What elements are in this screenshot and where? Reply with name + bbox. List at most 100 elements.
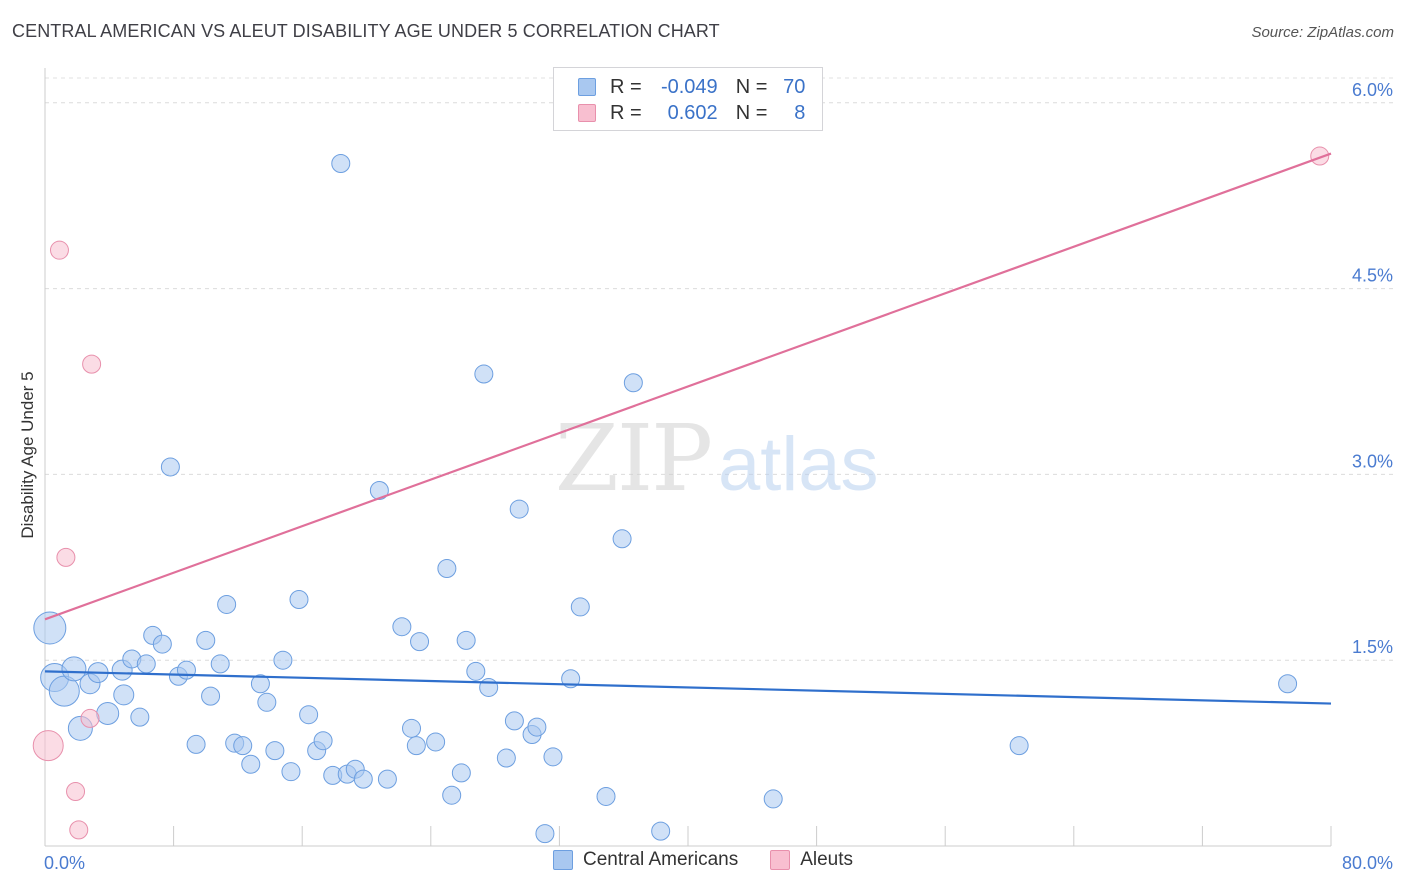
data-point [69, 820, 89, 840]
data-point [32, 730, 64, 762]
data-point [763, 789, 783, 809]
data-point [66, 781, 86, 801]
x-tick-label: 80.0% [1342, 853, 1393, 873]
data-point [56, 547, 76, 567]
data-point [313, 731, 333, 751]
data-point [80, 708, 100, 728]
source-label: Source: ZipAtlas.com [1251, 24, 1394, 41]
legend-row-central-americans: R = -0.049 N = 70 [578, 75, 805, 99]
data-point [377, 769, 397, 789]
watermark-zip: ZIP [555, 405, 711, 512]
legend-r-label: R = [610, 75, 642, 98]
data-point [82, 354, 102, 374]
trend-line [44, 152, 1332, 621]
data-point [265, 741, 285, 761]
data-point [1310, 146, 1330, 166]
data-point [474, 364, 494, 384]
data-point [410, 632, 430, 652]
trend-line [44, 670, 1332, 705]
data-point [353, 769, 373, 789]
x-tick-labels: 0.0% 80.0% [44, 853, 1393, 873]
legend-item-central-americans: Central Americans [552, 849, 739, 871]
data-points [32, 146, 1330, 844]
data-point [201, 686, 221, 706]
x-tick-label: 0.0% [44, 853, 85, 873]
gridlines [45, 77, 1394, 661]
data-point [152, 634, 172, 654]
legend-r-label: R = [610, 101, 642, 124]
data-point [527, 717, 547, 737]
legend-swatch-blue [578, 78, 596, 96]
data-point [504, 711, 524, 731]
data-point [1278, 674, 1298, 694]
data-point [136, 654, 156, 674]
data-point [612, 529, 632, 549]
legend-n-label: N = [735, 101, 768, 124]
data-point [210, 654, 230, 674]
data-point [651, 821, 671, 841]
data-point [160, 457, 180, 477]
data-point [451, 763, 471, 783]
data-point [1009, 736, 1029, 756]
data-point [299, 705, 319, 725]
legend-swatch-pink [578, 104, 596, 122]
data-point [273, 650, 293, 670]
legend-swatch-pink [770, 850, 791, 870]
data-point [496, 748, 516, 768]
data-point [402, 718, 422, 738]
data-point [479, 677, 499, 697]
data-point [241, 754, 261, 774]
legend-label: Aleuts [800, 849, 854, 870]
data-point [509, 499, 529, 519]
data-point [456, 630, 476, 650]
data-point [61, 656, 87, 682]
y-tick-labels: 1.5% 3.0% 4.5% 6.0% [1352, 80, 1393, 657]
data-point [596, 786, 616, 806]
data-point [426, 732, 446, 752]
data-point [250, 674, 270, 694]
data-point [196, 630, 216, 650]
data-point [96, 701, 120, 725]
legend-row-aleuts: R = 0.602 N = 8 [578, 101, 805, 125]
data-point [281, 762, 301, 782]
data-point [49, 240, 69, 260]
data-point [186, 734, 206, 754]
legend-r-value: -0.049 [660, 75, 718, 98]
data-point [289, 589, 309, 609]
legend-r-value: 0.602 [667, 101, 718, 124]
data-point [392, 617, 412, 637]
legend-item-aleuts: Aleuts [770, 849, 853, 871]
stats-legend: R = -0.049 N = 70 R = 0.602 N = 8 [553, 67, 823, 131]
legend-n-value: 8 [794, 101, 806, 124]
legend-n-value: 70 [783, 75, 806, 98]
axes [44, 68, 1332, 847]
trend-lines [44, 152, 1332, 705]
watermark-atlas: atlas [718, 422, 879, 507]
data-point [233, 736, 253, 756]
data-point [331, 153, 351, 173]
data-point [33, 611, 67, 645]
data-point [623, 373, 643, 393]
data-point [369, 480, 389, 500]
data-point [543, 747, 563, 767]
data-point [442, 785, 462, 805]
legend-n-label: N = [735, 75, 768, 98]
data-point [406, 736, 426, 756]
data-point [176, 660, 196, 680]
y-tick-label: 1.5% [1352, 637, 1393, 657]
legend-label: Central Americans [582, 849, 739, 870]
data-point [535, 824, 555, 844]
y-tick-label: 6.0% [1352, 80, 1393, 100]
data-point [113, 684, 135, 706]
y-tick-label: 4.5% [1352, 266, 1393, 286]
watermark: ZIP atlas [555, 405, 879, 512]
data-point [130, 707, 150, 727]
legend-swatch-blue [552, 850, 573, 870]
data-point [437, 559, 457, 579]
y-tick-label: 3.0% [1352, 451, 1393, 471]
data-point [570, 597, 590, 617]
data-point [561, 669, 581, 689]
data-point [217, 594, 237, 614]
chart-title: CENTRAL AMERICAN VS ALEUT DISABILITY AGE… [12, 21, 720, 41]
